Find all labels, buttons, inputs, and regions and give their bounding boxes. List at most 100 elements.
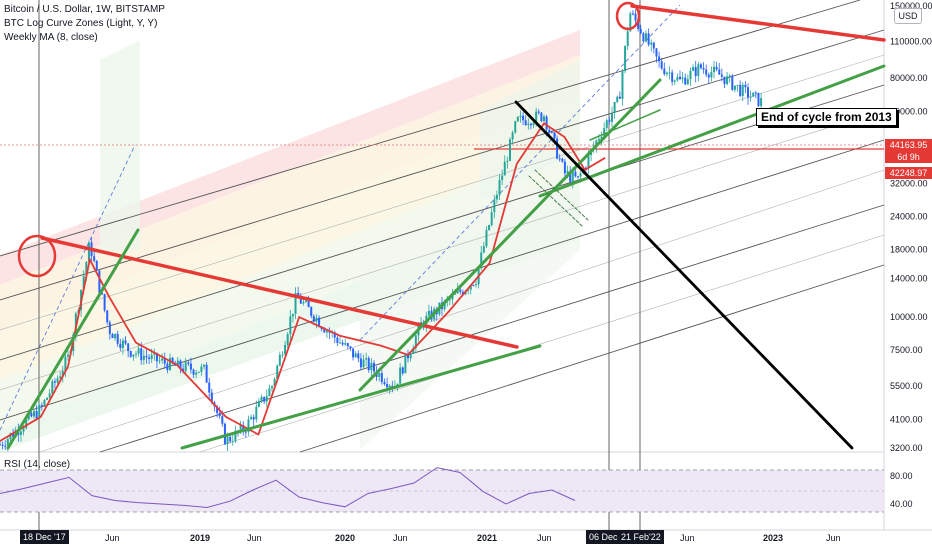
candle-body <box>475 284 477 286</box>
candle-body <box>401 367 404 374</box>
candle-body <box>169 357 171 370</box>
candle-body <box>137 348 140 354</box>
candle-body <box>624 46 627 72</box>
current-price-tag: 44163.95 <box>885 139 932 151</box>
candle-body <box>192 369 195 375</box>
candle-body <box>456 289 459 294</box>
candle-body <box>694 67 697 77</box>
candle-body <box>420 321 423 325</box>
currency-badge[interactable]: USD <box>894 8 922 24</box>
candle-body <box>511 132 514 140</box>
candle-body <box>365 358 368 360</box>
candle-body <box>208 382 211 393</box>
candle-body <box>467 289 470 291</box>
candle-body <box>354 353 357 358</box>
candle-body <box>367 358 370 371</box>
candle-body <box>380 373 383 383</box>
candle-body <box>443 300 446 310</box>
legend-title[interactable]: Bitcoin / U.S. Dollar, 1W, BITSTAMP <box>4 4 165 15</box>
candle-body <box>600 136 603 139</box>
candle-body <box>9 433 12 439</box>
candle-body <box>618 96 621 99</box>
candle-body <box>754 92 757 94</box>
candle-body <box>82 275 85 290</box>
candle-body <box>67 354 69 357</box>
channel-lines-light <box>0 54 885 453</box>
candle-body <box>250 416 253 420</box>
candle-body <box>87 242 90 262</box>
candle-body <box>608 120 611 122</box>
candle-body <box>1 444 4 446</box>
candle-body <box>728 75 731 77</box>
candle-body <box>278 354 281 366</box>
candle-body <box>595 140 598 147</box>
price-axis[interactable] <box>884 0 932 550</box>
rsi-legend[interactable]: RSI (14, close) <box>4 459 71 470</box>
candle-body <box>284 344 287 355</box>
candle-body <box>182 368 185 372</box>
candle-body <box>200 366 203 372</box>
candle-body <box>529 123 532 126</box>
legend-indicator-log-zones[interactable]: BTC Log Curve Zones (Light, Y, Y) <box>4 18 158 29</box>
candle-body <box>51 381 54 394</box>
candle-body <box>399 367 402 384</box>
candle-body <box>524 120 527 125</box>
candle-body <box>459 289 462 292</box>
top-circle-2017 <box>17 234 57 278</box>
cycle-annotation[interactable]: End of cycle from 2013 <box>756 108 897 126</box>
candle-body <box>352 348 355 358</box>
candle-body <box>247 419 250 432</box>
candle-body <box>46 397 49 400</box>
candle-body <box>339 342 341 344</box>
candle-body <box>650 42 653 45</box>
candle-body <box>658 56 661 62</box>
candle-body <box>268 388 271 397</box>
candle-body <box>289 316 292 335</box>
candle-body <box>611 112 613 122</box>
candle-body <box>579 173 582 177</box>
price-tick-label: 3200.00 <box>890 443 923 453</box>
candle-body <box>679 76 681 80</box>
legend-indicator-ma[interactable]: Weekly MA (8, close) <box>4 32 98 43</box>
candle-body <box>558 158 561 160</box>
candle-body <box>158 360 161 362</box>
candle-body <box>373 362 375 372</box>
top-circle-2021 <box>615 1 641 31</box>
candle-body <box>571 171 574 182</box>
candle-body <box>85 261 88 276</box>
candle-body <box>260 396 263 402</box>
time-tick-label: Jun <box>537 533 552 543</box>
candle-body <box>210 392 213 403</box>
candle-body <box>726 76 729 85</box>
candle-body <box>176 360 179 366</box>
candle-body <box>532 122 535 126</box>
candle-body <box>503 161 506 176</box>
candle-body <box>357 353 360 359</box>
candle-body <box>132 354 135 357</box>
candle-body <box>535 111 538 123</box>
price-tick-label: 5500.00 <box>890 381 923 391</box>
candle-body <box>407 353 409 359</box>
candle-body <box>142 355 145 361</box>
candle-body <box>25 419 28 429</box>
candle-body <box>265 396 268 402</box>
candle-body <box>543 116 545 122</box>
candle-body <box>273 378 276 387</box>
candle-body <box>702 68 705 70</box>
candle-body <box>713 66 715 72</box>
candle-body <box>723 76 726 85</box>
candle-body <box>325 330 328 333</box>
candle-body <box>637 20 640 30</box>
candle-body <box>294 292 297 314</box>
candle-body <box>234 430 237 442</box>
candle-body <box>286 334 289 345</box>
candle-body <box>548 129 551 133</box>
candle-body <box>312 316 315 322</box>
candle-body <box>205 364 208 383</box>
candle-body <box>655 48 658 57</box>
candle-body <box>718 69 721 75</box>
candle-body <box>469 285 472 290</box>
candle-body <box>203 364 205 367</box>
candle-body <box>150 354 153 360</box>
